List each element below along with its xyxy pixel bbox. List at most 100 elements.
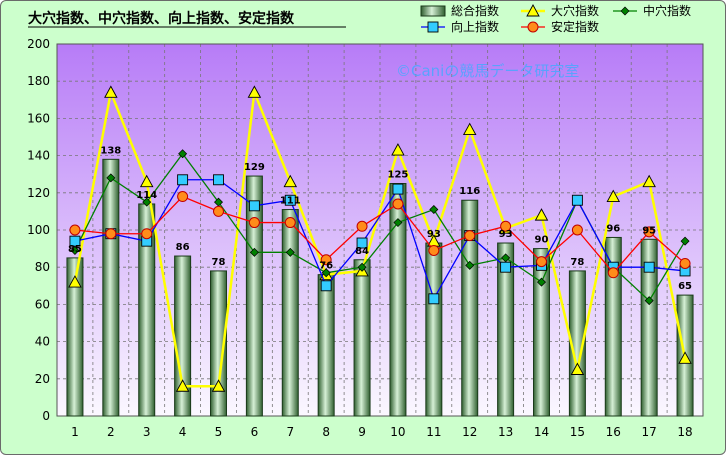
x-tick-label: 13 (498, 425, 513, 439)
point-circle-11 (428, 244, 440, 256)
bar-sogo-12 (461, 199, 479, 417)
point-triangle-10 (391, 143, 405, 156)
y-tick-label: 100 (27, 223, 50, 237)
bar-sogo-15 (568, 270, 586, 417)
point-square-4 (177, 174, 189, 186)
bar-sogo-11 (425, 242, 443, 417)
y-tick-label: 20 (35, 372, 50, 386)
x-tick-label: 3 (143, 425, 151, 439)
point-diamond-7 (285, 247, 295, 257)
bar-sogo-4 (174, 255, 192, 417)
point-triangle-12 (462, 122, 477, 136)
point-square-9 (356, 237, 368, 249)
bar-sogo-2 (102, 158, 120, 417)
point-square-13 (500, 261, 512, 273)
point-square-8 (320, 280, 332, 292)
plot-border (56, 43, 704, 417)
point-circle-10 (392, 198, 404, 210)
point-circle-4 (177, 191, 189, 203)
point-diamond-3 (142, 197, 152, 207)
point-triangle-7 (283, 174, 298, 188)
bar-sogo-6 (245, 175, 263, 417)
bar-sogo-8 (317, 274, 335, 417)
bar-sogo-9 (353, 259, 371, 417)
line-circle-series (74, 195, 686, 274)
point-circle-15 (571, 224, 583, 236)
point-circle-2 (105, 228, 117, 240)
bar-sogo-14 (533, 248, 550, 417)
y-tick-label: 180 (27, 74, 50, 88)
data-label-sogo: 93 (427, 229, 441, 240)
point-square-6 (248, 200, 260, 212)
data-label-sogo: 111 (280, 196, 301, 207)
point-triangle-6 (247, 85, 262, 98)
point-triangle-3 (139, 174, 154, 188)
point-square-11 (428, 293, 440, 305)
x-tick-label: 2 (107, 425, 115, 439)
legend-marker (620, 6, 630, 16)
x-tick-label: 5 (215, 425, 223, 439)
point-circle-1 (69, 224, 81, 236)
point-diamond-14 (537, 277, 546, 287)
line-triangle-series (73, 87, 687, 388)
y-tick-label: 80 (35, 260, 50, 274)
bar-sogo-17 (640, 238, 658, 417)
point-diamond-10 (393, 218, 403, 228)
point-circle-9 (356, 220, 368, 232)
point-square-17 (643, 261, 655, 273)
point-diamond-4 (178, 149, 188, 159)
y-tick-label: 0 (42, 409, 50, 423)
data-label-sogo: 138 (100, 145, 121, 156)
point-circle-3 (141, 228, 153, 240)
data-label-sogo: 86 (176, 242, 190, 253)
point-diamond-11 (429, 205, 439, 215)
watermark: ©Caniの競馬データ研究室 (396, 62, 579, 80)
data-label-sogo: 116 (459, 186, 480, 197)
point-circle-12 (464, 230, 476, 242)
legend-marker (427, 21, 439, 33)
line-square-series (74, 179, 686, 301)
point-diamond-17 (644, 296, 654, 306)
point-triangle-1 (68, 275, 82, 288)
data-label-sogo: 65 (678, 281, 692, 292)
data-label-sogo: 93 (499, 229, 513, 240)
x-tick-label: 6 (251, 425, 259, 439)
point-diamond-6 (249, 247, 259, 257)
data-label-sogo: 78 (570, 257, 584, 268)
point-triangle-15 (570, 362, 585, 375)
point-square-7 (284, 194, 296, 206)
legend-label: 向上指数 (451, 19, 499, 34)
data-label-sogo: 129 (244, 162, 265, 173)
point-diamond-18 (680, 236, 690, 246)
point-diamond-2 (106, 173, 116, 183)
y-tick-label: 160 (27, 111, 50, 125)
point-circle-6 (248, 217, 260, 229)
data-label-sogo: 114 (136, 190, 157, 201)
legend-label: 大穴指数 (551, 3, 599, 18)
data-label-sogo: 90 (535, 235, 549, 246)
point-triangle-2 (104, 85, 118, 98)
point-triangle-17 (642, 174, 656, 188)
y-tick-label: 120 (27, 186, 50, 200)
data-label-sogo: 96 (606, 223, 620, 234)
x-tick-label: 12 (462, 425, 477, 439)
chart-title: 大穴指数、中穴指数、向上指数、安定指数 (28, 10, 295, 27)
y-tick-label: 40 (35, 335, 50, 349)
line-series (68, 85, 692, 392)
gridlines (57, 43, 703, 416)
y-tick-label: 200 (27, 37, 50, 51)
legend-marker (526, 4, 540, 17)
legend-label: 総合指数 (451, 3, 499, 18)
point-circle-5 (213, 205, 224, 217)
bar-sogo-10 (389, 183, 407, 417)
data-label-sogo: 125 (388, 170, 409, 181)
x-tick-label: 10 (390, 425, 405, 439)
x-tick-label: 4 (179, 425, 187, 439)
point-triangle-4 (175, 379, 190, 392)
point-circle-18 (679, 257, 691, 269)
x-tick-label: 7 (286, 425, 294, 439)
